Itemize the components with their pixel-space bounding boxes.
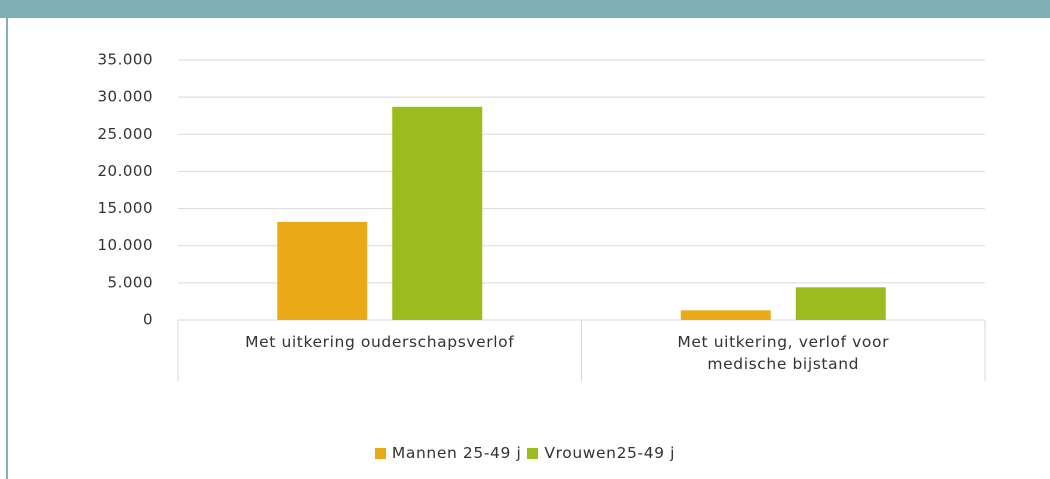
left-border (6, 18, 8, 479)
y-tick-label: 25.000 (98, 125, 154, 143)
legend-label: Vrouwen25-49 j (544, 444, 676, 462)
y-tick-label: 10.000 (98, 236, 154, 254)
bar (680, 310, 771, 320)
bar (795, 287, 886, 320)
y-tick-label: 35.000 (98, 51, 154, 69)
legend-swatch (527, 447, 539, 459)
header-band (0, 0, 1050, 18)
legend-swatch (374, 447, 386, 459)
y-tick-label: 0 (143, 311, 153, 329)
x-tick-label: Met uitkering ouderschapsverlof (245, 333, 515, 351)
legend: Mannen 25-49 j Vrouwen25-49 j (0, 444, 1050, 463)
bar (277, 221, 368, 320)
legend-item: Vrouwen25-49 j (527, 444, 675, 462)
bar (392, 106, 483, 320)
legend-label: Mannen 25-49 j (391, 444, 522, 462)
x-tick-label: Met uitkering, verlof voor medische bijs… (677, 333, 890, 373)
y-tick-label: 5.000 (108, 273, 153, 291)
legend-item: Mannen 25-49 j (374, 444, 522, 462)
y-tick-label: 20.000 (98, 162, 154, 180)
y-tick-label: 15.000 (98, 199, 154, 217)
y-tick-label: 30.000 (98, 88, 154, 106)
